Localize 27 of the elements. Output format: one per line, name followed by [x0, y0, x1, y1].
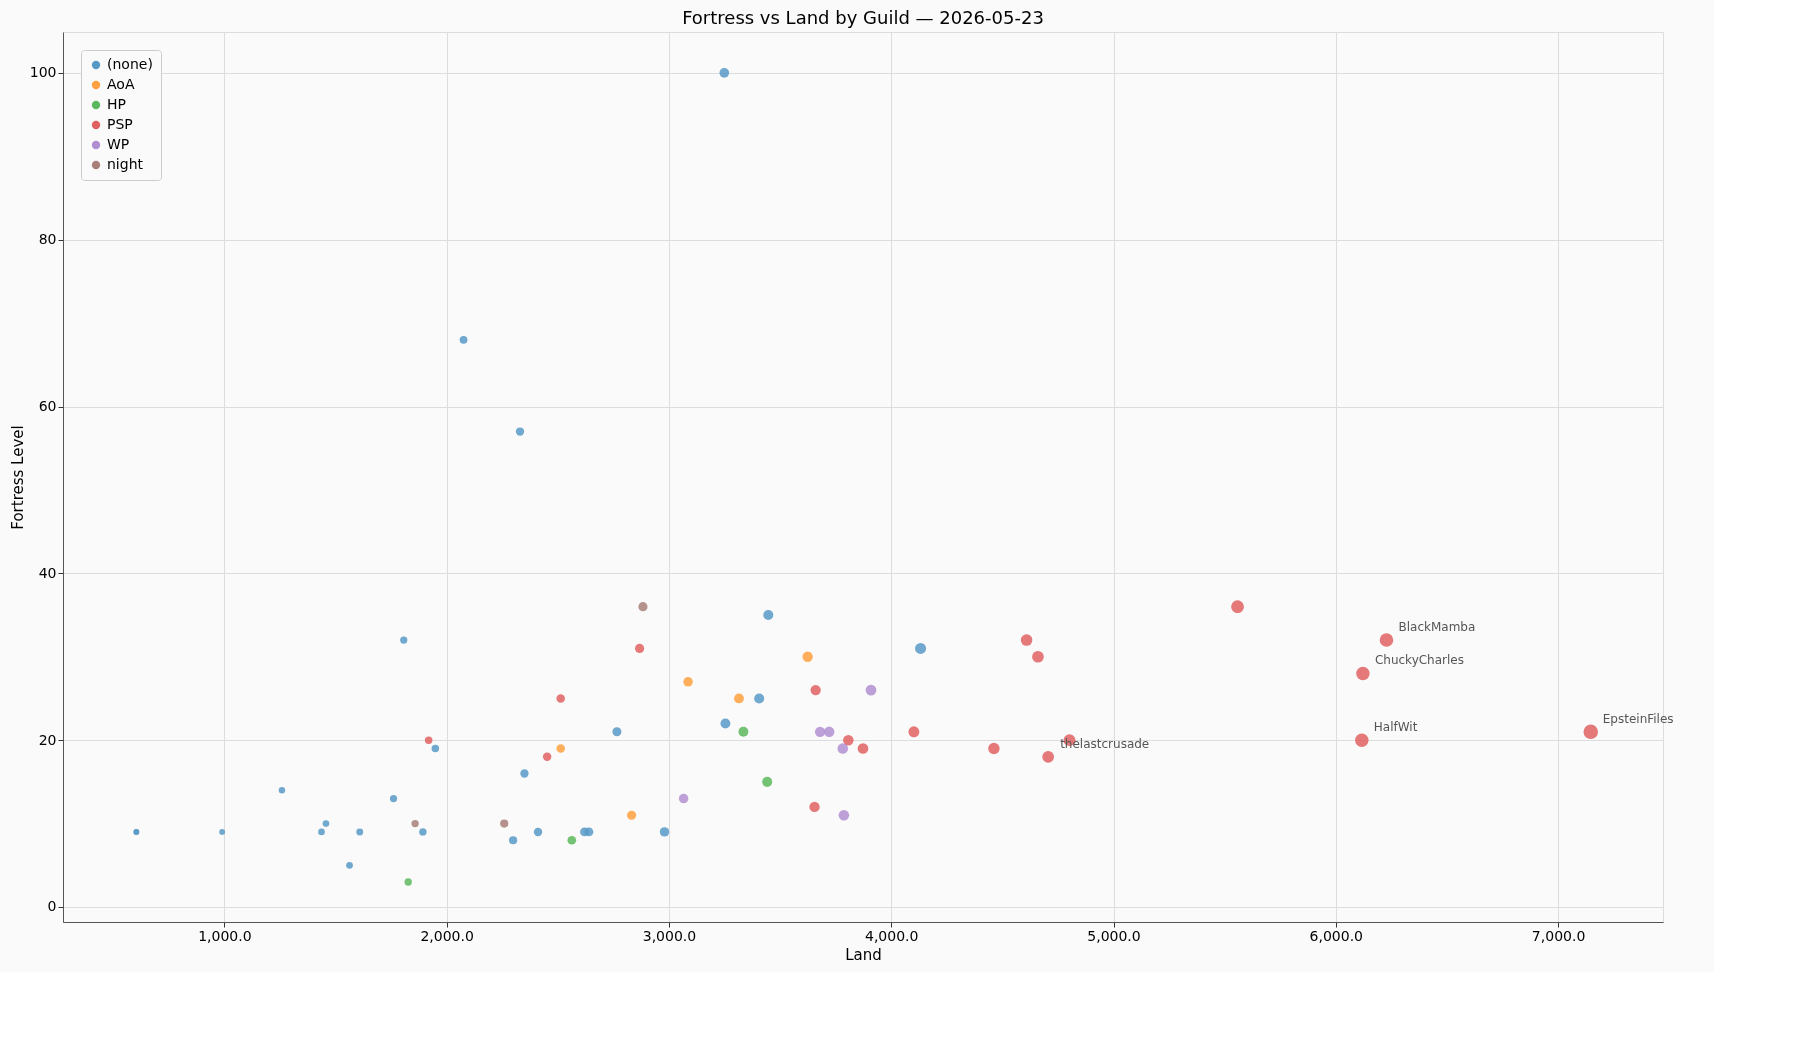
annotation: thelastcrusade: [1060, 736, 1150, 751]
y-tick-label: 20: [38, 731, 57, 748]
legend-label: night: [107, 156, 144, 172]
x-tick-label: 3,000.0: [642, 927, 697, 944]
x-tick-label: 1,000.0: [198, 927, 252, 944]
y-axis-title: Fortress Level: [8, 425, 27, 530]
x-tick-label: 5,000.0: [1087, 927, 1141, 944]
x-tick-label: 4,000.0: [865, 927, 919, 944]
annotation: BlackMamba: [1398, 620, 1476, 635]
legend-label: AoA: [107, 76, 135, 92]
x-axis-title: Land: [845, 945, 882, 964]
y-tick-label: 0: [47, 898, 57, 915]
chart-title: Fortress vs Land by Guild — 2026-05-23: [682, 7, 1044, 28]
y-tick-label: 60: [38, 398, 57, 415]
x-tick-label: 2,000.0: [420, 927, 474, 944]
x-tick-label: 7,000.0: [1531, 927, 1586, 944]
legend-label: PSP: [107, 116, 133, 132]
annotation: EpsteinFiles: [1602, 711, 1674, 726]
legend-label: HP: [107, 96, 126, 112]
annotation: HalfWit: [1373, 720, 1418, 735]
y-tick-label: 80: [38, 231, 57, 248]
annotation: ChuckyCharles: [1374, 653, 1464, 668]
x-tick-label: 6,000.0: [1309, 927, 1364, 944]
y-tick-label: 100: [29, 64, 57, 81]
y-tick-label: 40: [38, 564, 57, 581]
legend-label: WP: [107, 136, 130, 152]
legend-label: (none): [107, 56, 153, 72]
